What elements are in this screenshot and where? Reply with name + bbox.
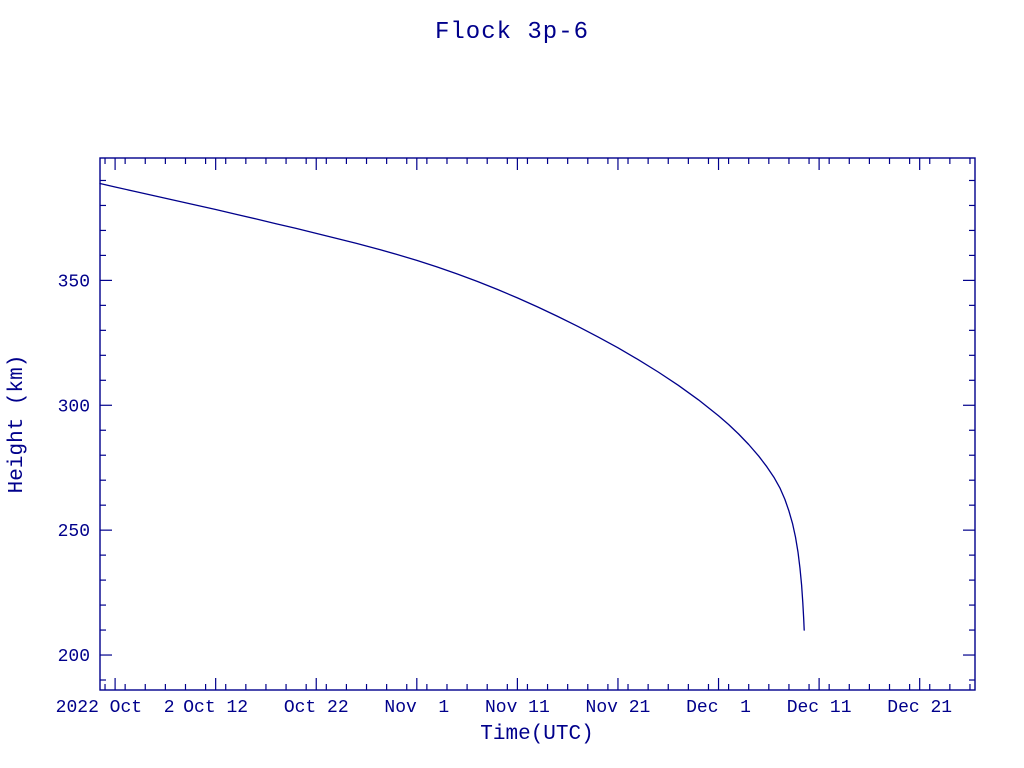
chart-title: Flock 3p-6 — [435, 19, 589, 46]
x-tick-label: Oct 12 — [183, 698, 248, 718]
y-tick-label: 300 — [58, 397, 90, 417]
x-tick-label: Dec 1 — [686, 698, 751, 718]
x-axis-tick-labels: 2022 Oct 2 Oct 12 Oct 22 Nov 1 Nov 11 Nov 21 D… — [56, 698, 952, 718]
x-tick-label: Nov 1 — [384, 698, 449, 718]
x-tick-label: Dec 11 — [787, 698, 852, 718]
plot-frame — [99, 157, 976, 691]
y-axis-title: Height (km) — [6, 355, 29, 494]
x-axis-title: Time(UTC) — [480, 723, 593, 746]
x-tick-label: Dec 21 — [887, 698, 952, 718]
y-tick-label: 250 — [58, 522, 90, 542]
decay-curve — [99, 182, 805, 631]
y-tick-label: 350 — [58, 272, 90, 292]
series-group — [99, 182, 805, 631]
x-tick-label: Oct 22 — [284, 698, 349, 718]
x-tick-label: Nov 21 — [586, 698, 651, 718]
x-tick-label: Nov 11 — [485, 698, 550, 718]
y-axis-tick-labels: 200 250 300 350 — [58, 272, 90, 667]
y-tick-label: 200 — [58, 647, 90, 667]
axis-ticks — [100, 158, 975, 690]
x-tick-label: 2022 Oct 2 — [56, 698, 175, 718]
